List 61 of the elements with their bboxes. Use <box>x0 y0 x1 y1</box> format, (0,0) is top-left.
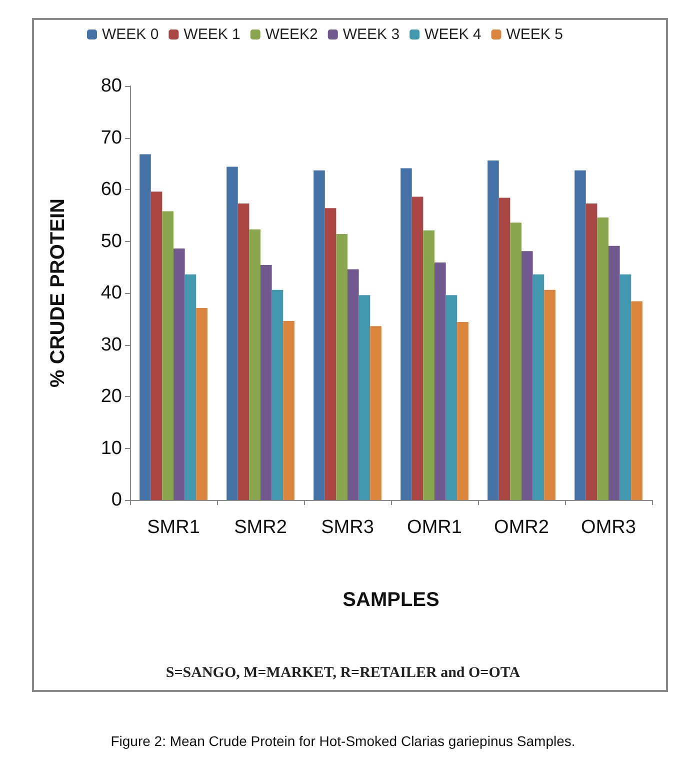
x-tick-label: SMR2 <box>234 517 287 538</box>
bar <box>140 154 151 500</box>
bar <box>358 295 370 500</box>
bar <box>260 265 272 500</box>
y-tick-label: 50 <box>100 230 122 252</box>
y-tick-label: 10 <box>100 438 122 459</box>
bar <box>226 166 238 500</box>
caption: Figure 2: Mean Crude Protein for Hot-Smoked Clarias gariepinus Samples. <box>110 733 576 749</box>
x-tick-label: OMR2 <box>494 517 549 538</box>
legend-label: WEEK2 <box>265 26 318 43</box>
bar <box>272 290 284 500</box>
bar <box>238 203 250 500</box>
bar <box>174 248 185 500</box>
y-tick-label: 40 <box>100 282 122 304</box>
bar <box>370 326 382 500</box>
bar <box>412 196 424 500</box>
bar <box>498 198 510 500</box>
bar <box>532 274 544 500</box>
bar <box>324 208 336 500</box>
bar <box>574 170 586 500</box>
legend-label: WEEK 5 <box>506 26 563 43</box>
text: S=SANGO, M=MARKET, R=RETAILER and O=OTA <box>164 665 522 682</box>
y-tick-label: 80 <box>100 76 122 96</box>
x-tick-label: OMR1 <box>407 517 462 538</box>
bar <box>336 234 348 500</box>
bar <box>184 274 196 500</box>
x-tick-label: OMR3 <box>581 517 636 538</box>
legend-label: WEEK 4 <box>424 26 482 43</box>
bar <box>249 229 260 500</box>
y-tick-label: 20 <box>100 386 122 407</box>
bar <box>348 269 359 500</box>
bar <box>597 217 608 500</box>
y-tick-label: 70 <box>100 127 122 148</box>
y-tick-label: 0 <box>111 490 122 510</box>
bar <box>510 222 522 500</box>
bar <box>446 295 458 500</box>
bar <box>162 211 174 500</box>
bar <box>423 230 434 500</box>
y-tick-label: 30 <box>100 334 122 356</box>
bar <box>586 203 598 500</box>
bar <box>488 160 499 500</box>
legend-label: WEEK 1 <box>184 26 240 43</box>
y-axis-title: % CRUDE PROTEIN <box>47 198 69 388</box>
x-axis-title: SAMPLES <box>342 589 440 611</box>
bar <box>196 308 208 500</box>
x-tick-label: SMR3 <box>321 517 374 538</box>
legend-label: WEEK 3 <box>342 26 400 43</box>
x-tick-label: SMR1 <box>147 517 200 538</box>
bar <box>434 262 446 500</box>
bar <box>283 320 294 500</box>
bar <box>631 301 642 500</box>
bar <box>457 322 468 500</box>
bar <box>608 246 620 500</box>
bar <box>400 168 412 500</box>
bar <box>522 251 533 500</box>
y-tick-label: 60 <box>100 179 122 200</box>
bar <box>314 170 325 500</box>
bar <box>150 192 162 500</box>
bar <box>544 290 556 500</box>
bar <box>620 274 632 500</box>
legend-label: WEEK 0 <box>102 26 159 43</box>
